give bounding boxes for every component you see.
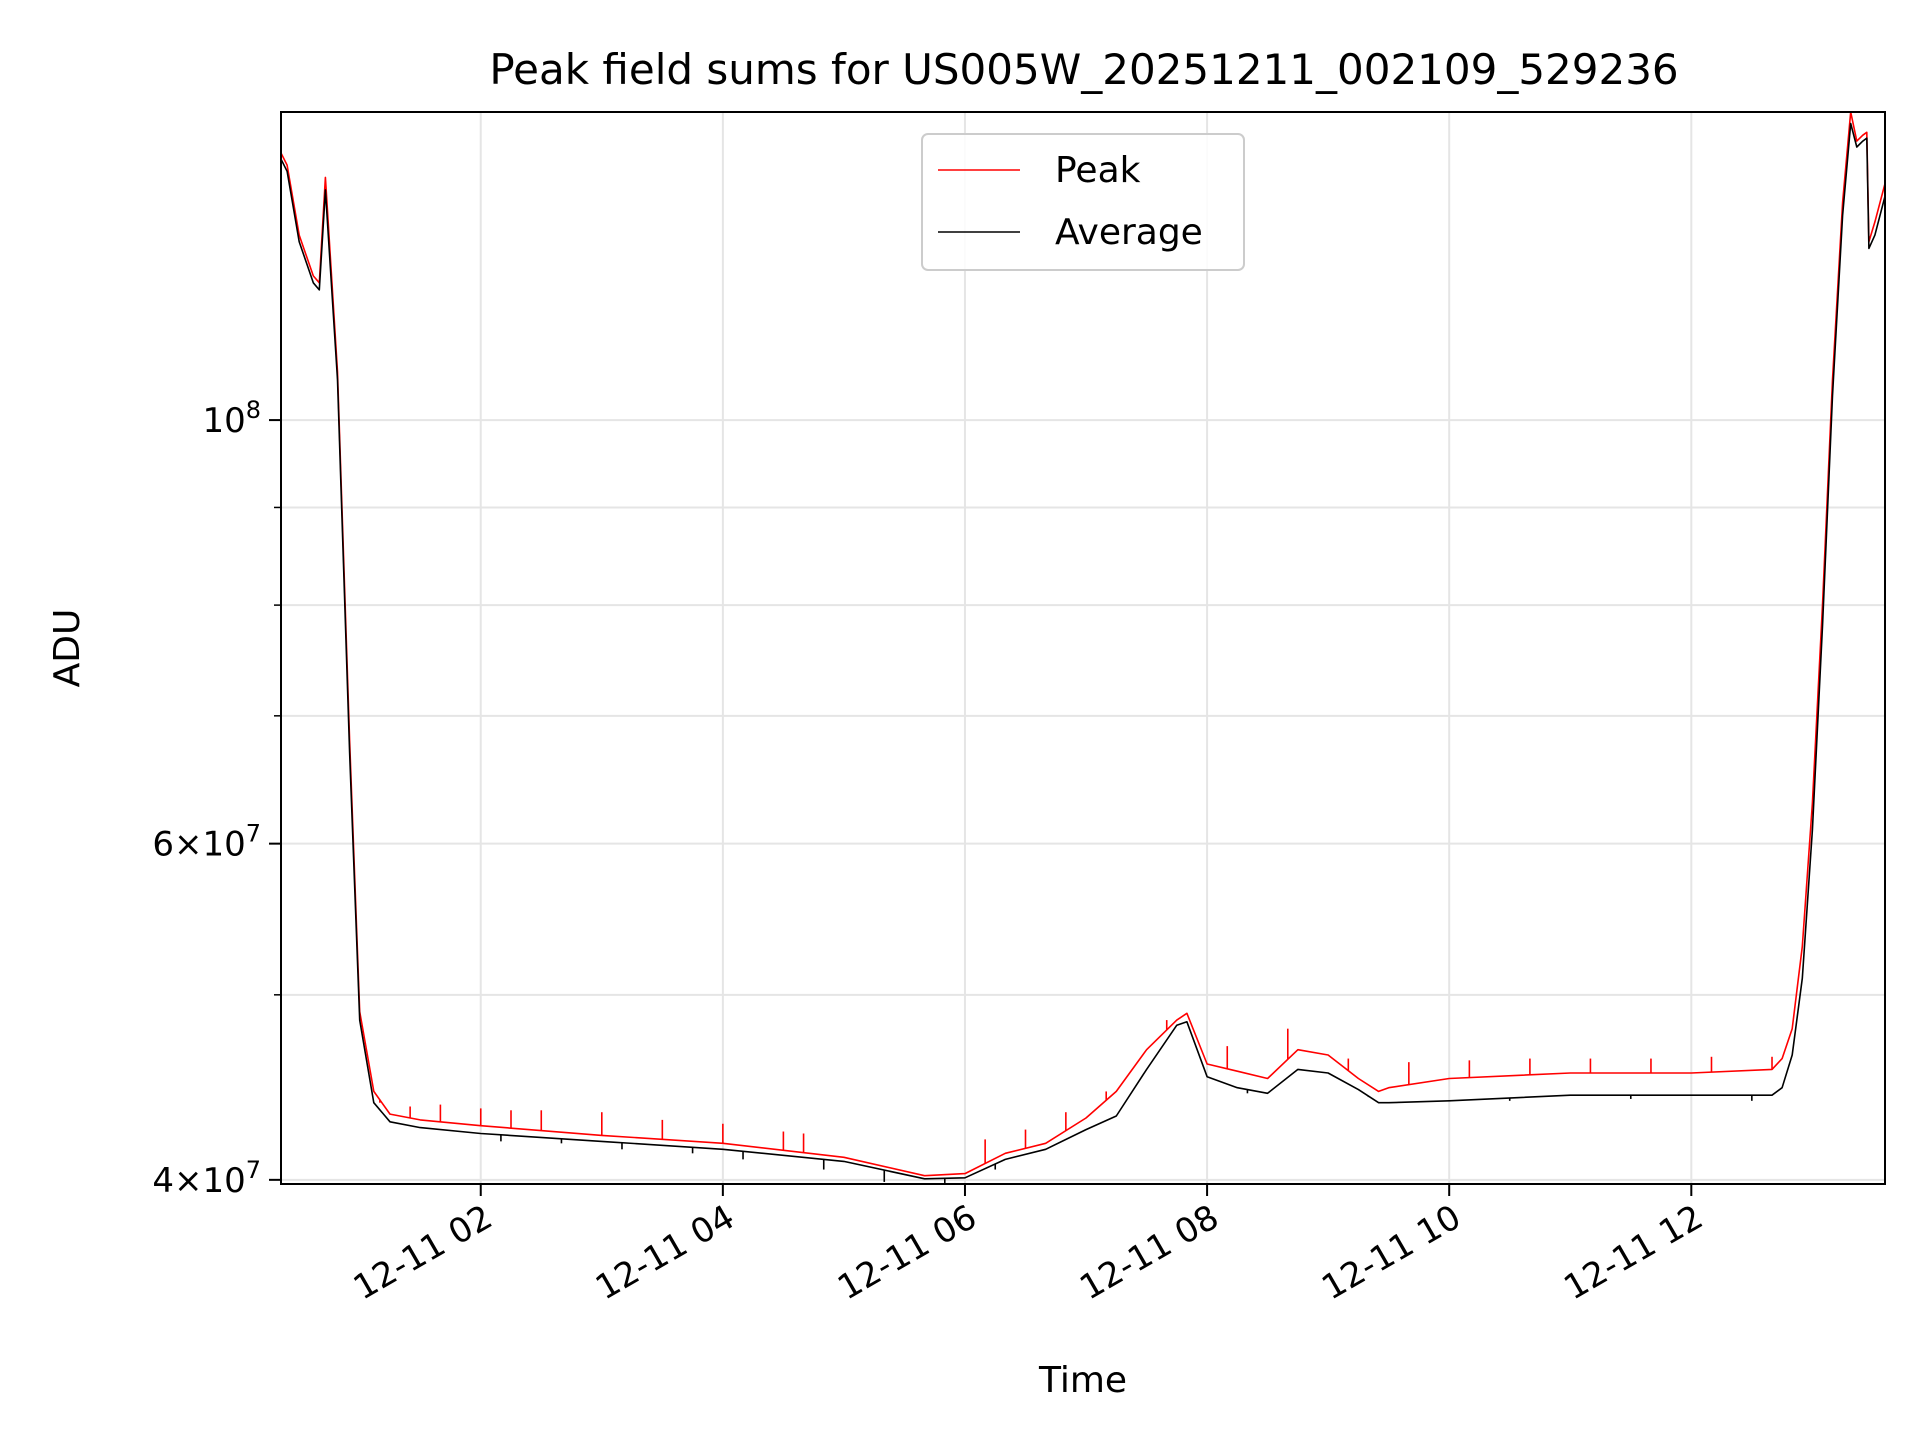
y-axis-ticks: 4×107 6×107 108: [152, 396, 281, 1201]
legend-box: [921, 133, 1245, 271]
series-line-average: [281, 122, 1885, 1180]
y-tick-label: 4×107: [152, 1156, 261, 1201]
y-tick-label: 6×107: [152, 820, 261, 865]
y-axis-label: ADU: [47, 609, 88, 688]
legend-label-peak: Peak: [1055, 150, 1141, 191]
plot-frame: [280, 111, 1886, 1185]
x-axis-label: Time: [1038, 1360, 1127, 1401]
chart-title: Peak field sums for US005W_20251211_0021…: [489, 45, 1678, 94]
grid-lines: [281, 112, 1885, 1184]
legend-label-average: Average: [1055, 212, 1203, 253]
plot-series: [281, 112, 1885, 1183]
y-tick-label: 108: [202, 396, 261, 441]
legend: Peak Average: [921, 133, 1245, 271]
series-average: [281, 122, 1885, 1183]
